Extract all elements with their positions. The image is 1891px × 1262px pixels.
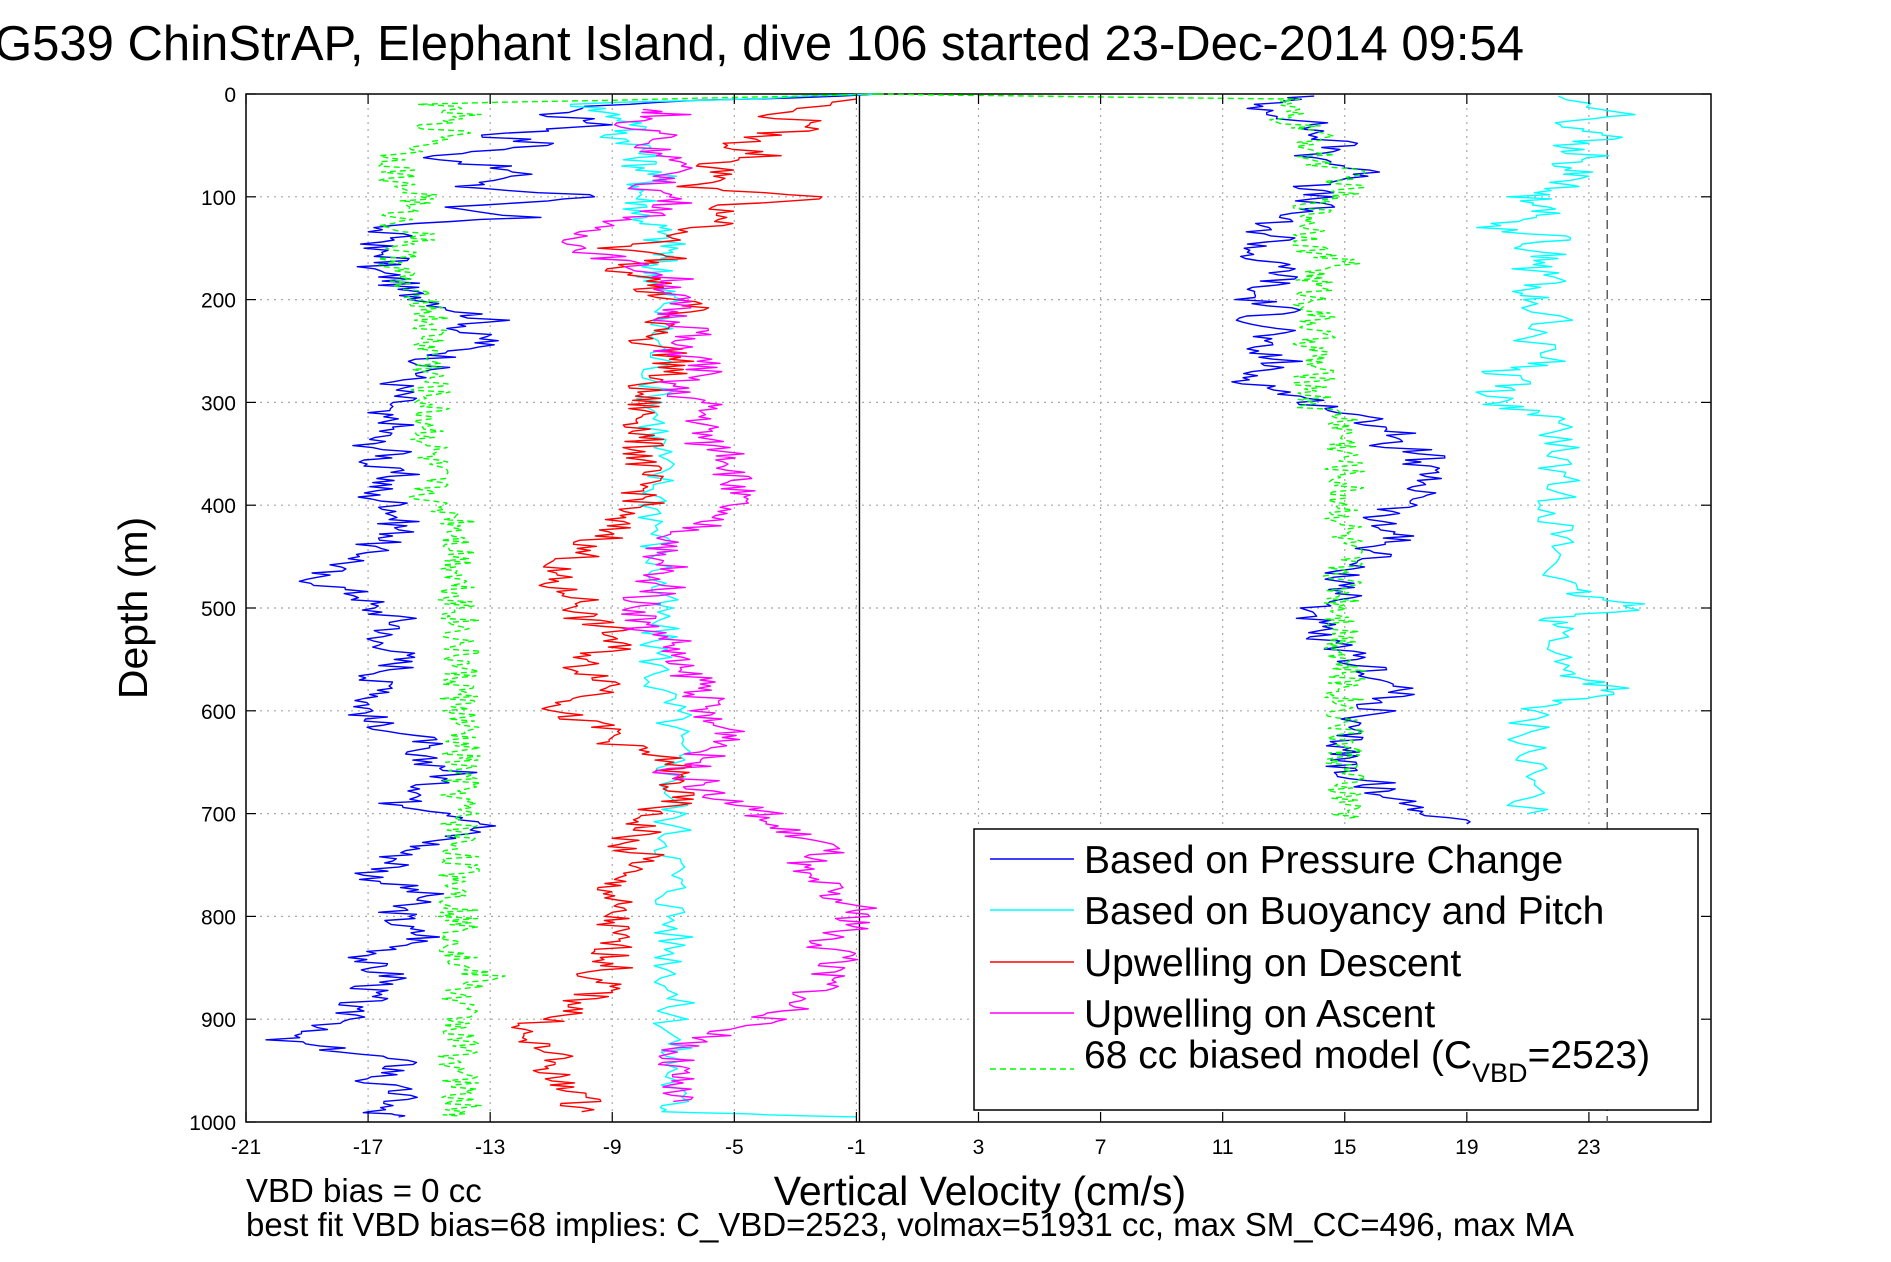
y-tick-label: 300 [201, 392, 236, 415]
x-tick-label: 3 [973, 1136, 985, 1159]
legend-model-suffix: =2523) [1528, 1034, 1651, 1077]
series-line-4-segment-1 [561, 108, 878, 1103]
x-tick-label: -5 [725, 1136, 744, 1159]
y-tick-label: 800 [201, 906, 236, 929]
legend-box [973, 828, 1699, 1111]
x-tick-label: -21 [231, 1136, 261, 1159]
legend-label-model: 68 cc biased model (CVBD=2523) [1084, 1034, 1650, 1088]
y-tick-label: 1000 [189, 1112, 236, 1135]
y-axis-label: Depth (m) [110, 517, 156, 699]
series-lines [265, 93, 1646, 1118]
y-tick-label: 700 [201, 804, 236, 827]
series-line-1-segment-1 [265, 93, 878, 1118]
series-line-5-segment-2 [877, 93, 1367, 820]
chart-title: G539 ChinStrAP, Elephant Island, dive 10… [0, 17, 1524, 71]
series-line-1-segment-2 [1231, 95, 1471, 825]
y-tick-label: 600 [201, 701, 236, 724]
x-tick-label: -1 [847, 1136, 866, 1159]
x-tick-label: 15 [1333, 1136, 1356, 1159]
legend-label-buoyancy: Based on Buoyancy and Pitch [1084, 890, 1604, 933]
legend-label-ascent: Upwelling on Ascent [1084, 993, 1435, 1036]
y-tick-label: 400 [201, 495, 236, 518]
x-tick-label: -13 [475, 1136, 505, 1159]
y-tick-label: 200 [201, 290, 236, 313]
x-tick-label: 7 [1095, 1136, 1107, 1159]
x-tick-label: 23 [1577, 1136, 1600, 1159]
vbd-bias-note: VBD bias = 0 cc [246, 1172, 482, 1209]
x-axis-label: Vertical Velocity (cm/s) [774, 1168, 1186, 1214]
x-tick-label: -9 [603, 1136, 622, 1159]
series-line-2-segment-2 [1475, 95, 1646, 815]
legend-model-prefix: 68 cc biased model (C [1084, 1034, 1472, 1077]
legend: Based on Pressure Change Based on Buoyan… [973, 828, 1699, 1111]
x-tick-label: -17 [353, 1136, 383, 1159]
legend-label-descent: Upwelling on Descent [1084, 942, 1461, 985]
best-fit-note: best fit VBD bias=68 implies: C_VBD=2523… [246, 1206, 1574, 1243]
series-line-3-segment-1 [511, 98, 857, 1113]
series-line-5-segment-1 [377, 93, 878, 1118]
axis-ticks: -21 -17 -13 -9 -5 -1 3 7 11 15 19 23010020030040050… [189, 84, 1711, 1159]
series-line-2-segment-1 [569, 93, 878, 1118]
legend-model-subscript: VBD [1472, 1058, 1528, 1088]
legend-label-pressure: Based on Pressure Change [1084, 839, 1563, 882]
x-tick-label: 19 [1455, 1136, 1478, 1159]
y-tick-label: 900 [201, 1009, 236, 1032]
y-tick-label: 0 [224, 84, 236, 107]
x-tick-label: 11 [1212, 1136, 1234, 1159]
y-tick-label: 500 [201, 598, 236, 621]
y-tick-label: 100 [201, 187, 236, 210]
